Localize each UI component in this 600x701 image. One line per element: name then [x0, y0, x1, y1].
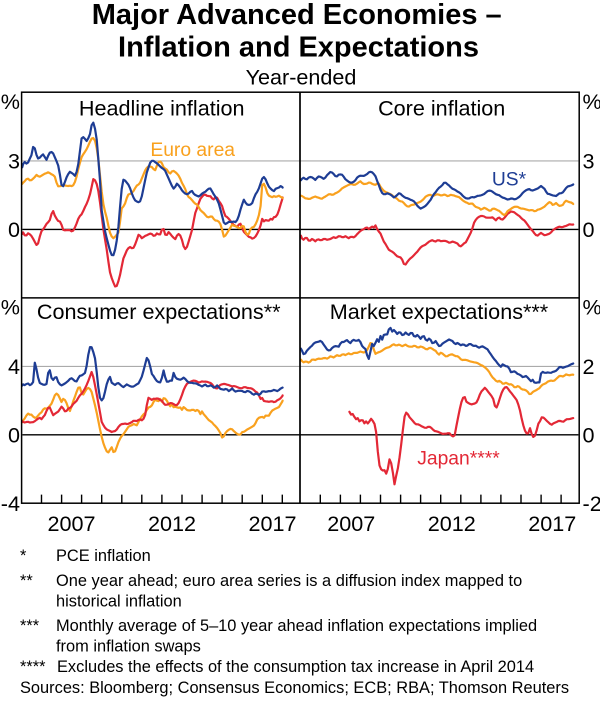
svg-text:2017: 2017: [528, 511, 576, 536]
svg-text:historical inflation: historical inflation: [56, 593, 182, 611]
svg-text:2007: 2007: [327, 511, 375, 536]
svg-text:PCE inflation: PCE inflation: [56, 547, 151, 565]
svg-text:0: 0: [8, 217, 20, 242]
svg-text:4: 4: [8, 354, 20, 379]
svg-text:Consumer expectations**: Consumer expectations**: [37, 299, 281, 324]
svg-text:Year-ended: Year-ended: [246, 65, 357, 90]
svg-text:****: ****: [20, 658, 46, 676]
svg-text:%: %: [1, 89, 20, 114]
svg-text:Inflation and Expectations: Inflation and Expectations: [118, 32, 479, 64]
svg-text:2012: 2012: [428, 511, 476, 536]
svg-text:3: 3: [583, 149, 595, 174]
svg-text:0: 0: [583, 217, 595, 242]
svg-text:-2: -2: [583, 491, 600, 516]
svg-text:Japan****: Japan****: [417, 449, 500, 470]
svg-text:%: %: [583, 89, 600, 114]
svg-text:0: 0: [8, 422, 20, 447]
svg-text:%: %: [1, 295, 20, 320]
svg-text:%: %: [583, 295, 600, 320]
svg-text:**: **: [20, 572, 33, 590]
svg-text:One year ahead; euro area seri: One year ahead; euro area series is a di…: [56, 572, 522, 590]
svg-text:US*: US*: [492, 170, 527, 191]
svg-text:***: ***: [20, 617, 40, 635]
svg-text:Monthly average of 5–10 year a: Monthly average of 5–10 year ahead infla…: [56, 617, 537, 635]
svg-text:Major Advanced Economies –: Major Advanced Economies –: [92, 0, 502, 31]
svg-text:Market expectations***: Market expectations***: [330, 299, 549, 324]
svg-text:*: *: [20, 547, 27, 565]
svg-text:Sources: Bloomberg; Consensus: Sources: Bloomberg; Consensus Economics;…: [20, 679, 569, 697]
svg-text:from inflation swaps: from inflation swaps: [56, 638, 201, 656]
svg-text:Euro area: Euro area: [150, 140, 235, 161]
svg-text:2007: 2007: [47, 511, 95, 536]
svg-text:Core inflation: Core inflation: [378, 96, 505, 121]
svg-text:3: 3: [8, 149, 20, 174]
svg-text:0: 0: [583, 422, 595, 447]
svg-text:2017: 2017: [248, 511, 296, 536]
svg-text:Excludes the effects of the co: Excludes the effects of the consumption …: [57, 658, 534, 676]
svg-text:2: 2: [583, 354, 595, 379]
svg-text:2012: 2012: [148, 511, 196, 536]
svg-text:-4: -4: [1, 491, 20, 516]
svg-text:Headline inflation: Headline inflation: [79, 96, 245, 121]
